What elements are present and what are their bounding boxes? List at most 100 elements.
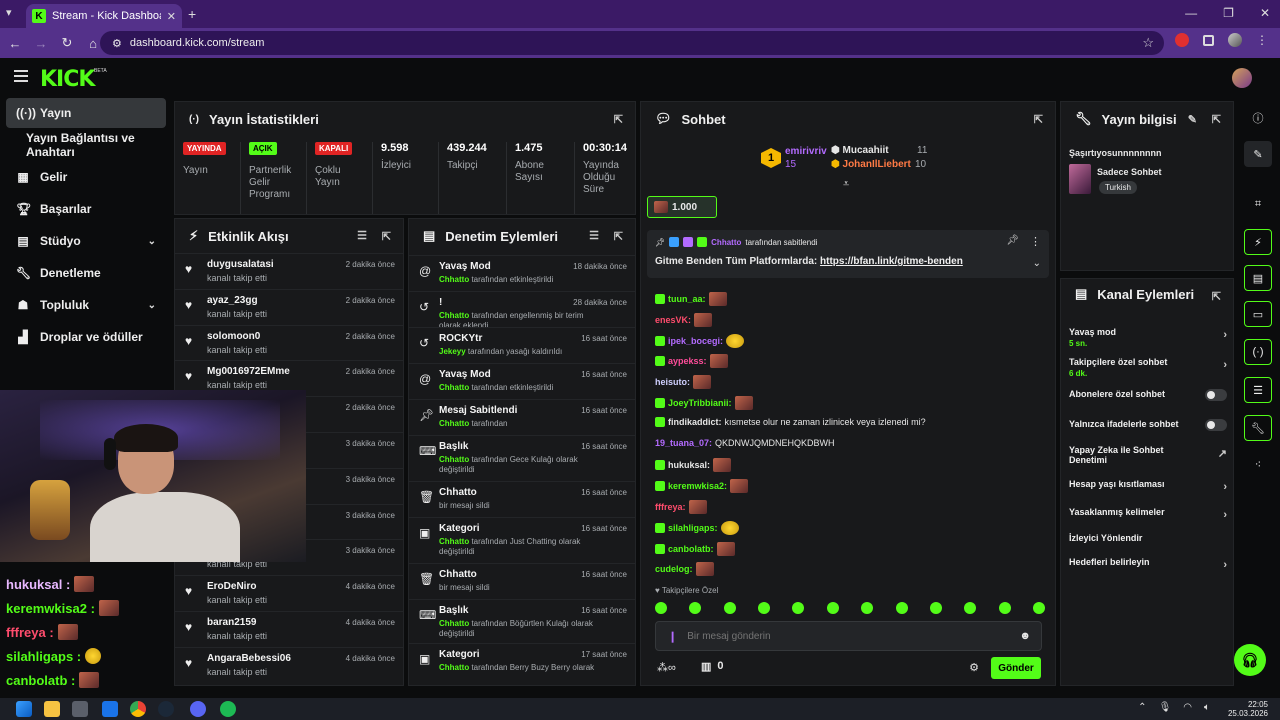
chat-message[interactable]: cudelog: — [655, 562, 714, 577]
chat-message[interactable]: tuun_aa: — [655, 292, 727, 306]
points-display[interactable]: ▥ 0 — [701, 660, 724, 673]
minimize-icon[interactable]: — — [1185, 6, 1198, 20]
chat-message[interactable]: enesVK: — [655, 312, 713, 327]
moderation-row[interactable]: ⌨ Başlık Chhatto tarafından Böğürtlen Kula… — [409, 599, 635, 645]
lightning-icon[interactable]: ⚡︎ — [1244, 229, 1272, 255]
activity-username[interactable]: duygusalatasi — [207, 259, 274, 270]
activity-row[interactable]: ♥ duygusalatasi kanalı takip etti 2 dakika … — [175, 253, 403, 289]
bookmark-star-icon[interactable]: ☆ — [1142, 35, 1154, 50]
chat-settings-icon[interactable]: ⚙ — [969, 662, 979, 674]
chat-username[interactable]: JoeyTribbianii: — [668, 398, 732, 408]
forward-icon[interactable]: → — [34, 35, 48, 51]
chat-message[interactable]: keremwkisa2: — [655, 479, 749, 494]
leader-first-name[interactable]: emirivriv — [785, 146, 827, 157]
quick-emote-icon[interactable] — [689, 602, 702, 614]
back-icon[interactable]: ← — [8, 35, 22, 51]
chat-message[interactable]: ipek_bocegi: — [655, 333, 745, 348]
site-info-icon[interactable]: ⚙ — [112, 37, 122, 50]
dots-icon[interactable]: ⁖ — [1254, 458, 1262, 471]
address-bar[interactable]: ⚙ dashboard.kick.com/stream ☆ — [100, 31, 1164, 55]
moderation-actor[interactable]: Chhatto — [439, 537, 470, 546]
channel-action-row[interactable]: Yalnızca ifadelerle sohbet — [1069, 419, 1227, 431]
taskbar-clock[interactable]: 22:05 25.03.2026 — [1228, 700, 1268, 718]
expand-pinned-icon[interactable]: ⌄ — [1032, 258, 1041, 269]
sidebar-item-topluluk[interactable]: ☗ Topluluk ⌄ — [6, 290, 166, 320]
filter-icon[interactable]: ☰ — [589, 230, 599, 242]
reload-icon[interactable]: ↻ — [61, 35, 73, 50]
emoji-icon[interactable]: ☻ — [1019, 630, 1031, 642]
sidebar-item-denetleme[interactable]: 🔧︎ Denetleme — [6, 258, 166, 288]
moderation-actor[interactable]: Jekeyy — [439, 347, 466, 356]
moderation-row[interactable]: 🗑︎ Chhatto bir mesajı sildi 16 saat önce — [409, 481, 635, 517]
leader-second[interactable]: ⬢ Mucaahiit — [831, 145, 889, 156]
kick-logo[interactable]: KICK — [40, 67, 95, 92]
moderation-actor[interactable]: Chhatto — [439, 311, 470, 320]
maximize-icon[interactable]: ❐ — [1223, 6, 1234, 20]
discord-icon[interactable] — [190, 701, 206, 717]
chat-username[interactable]: tuun_aa: — [668, 294, 706, 304]
chat-message[interactable]: findikaddict: kısmetse olur ne zaman izl… — [655, 416, 926, 427]
channel-action-row[interactable]: Yavaş mod 5 sn. › — [1069, 327, 1227, 348]
chat-username[interactable]: silahligaps: — [668, 522, 718, 533]
quick-emote-icon[interactable] — [929, 602, 942, 614]
extension-red-icon[interactable] — [1175, 33, 1189, 47]
file-explorer-icon[interactable] — [44, 701, 60, 717]
chrome-icon[interactable] — [130, 701, 146, 717]
channel-action-row[interactable]: Takipçilere özel sohbet 6 dk. › — [1069, 357, 1227, 378]
sidebar-item-gelir[interactable]: ▦ Gelir — [6, 162, 166, 192]
edit-icon[interactable]: ✎ — [1187, 114, 1197, 126]
chat-username[interactable]: heisuto: — [655, 377, 690, 388]
more-options-icon[interactable]: ⋮ — [1030, 236, 1041, 248]
close-tab-icon[interactable]: ✕ — [166, 10, 176, 23]
expand-leaderboard-icon[interactable]: ⩡ — [843, 178, 850, 190]
channel-action-row[interactable]: İzleyici Yönlendir — [1069, 533, 1227, 543]
new-tab-button[interactable]: + — [188, 6, 197, 22]
chevron-up-icon[interactable]: ⌃ — [1138, 702, 1147, 713]
popout-icon[interactable]: ⇱ — [381, 231, 391, 243]
chat-input[interactable] — [687, 630, 1010, 642]
chat-username[interactable]: canbolatb: — [668, 543, 714, 554]
quick-emote-icon[interactable] — [895, 602, 908, 614]
channel-action-row[interactable]: Abonelere özel sohbet — [1069, 389, 1227, 401]
sliders-icon[interactable]: ☰ — [1244, 377, 1272, 403]
sidebar-item-studyo[interactable]: ▤ Stüdyo ⌄ — [6, 226, 166, 256]
headset-support-icon[interactable]: 🎧︎ — [1234, 644, 1266, 676]
activity-username[interactable]: baran2159 — [207, 617, 257, 628]
unpin-icon[interactable]: 📌︎ — [1006, 235, 1019, 246]
quick-emote-icon[interactable] — [723, 602, 736, 614]
pinned-message[interactable]: 📌︎ Chhatto tarafından sabitlendi 📌︎ ⋮ Gi… — [647, 230, 1049, 278]
activity-row[interactable]: ♥ solomoon0 kanalı takip etti 2 dakika önce — [175, 324, 403, 361]
goal-pill[interactable]: 1.000 — [647, 196, 717, 218]
start-icon[interactable] — [16, 701, 32, 717]
chat-message[interactable]: silahligaps: — [655, 520, 739, 535]
moderation-row[interactable]: ▣ Kategori Chhatto tarafından Just Chattin… — [409, 517, 635, 563]
activity-row[interactable]: ♥ EroDeNiro kanalı takip etti 4 dakika önce — [175, 575, 403, 611]
popout-icon[interactable]: ⇱ — [1211, 114, 1221, 126]
popout-icon[interactable]: ⇱ — [613, 114, 623, 126]
moderation-row[interactable]: ↺ ROCKYtr Jekeyy tarafından yasağı kaldırı… — [409, 327, 635, 363]
moderation-actor[interactable]: Chhatto — [439, 619, 470, 628]
spotify-icon[interactable] — [220, 701, 236, 717]
quick-emote-icon[interactable] — [758, 602, 771, 614]
moderation-actor[interactable]: Chhatto — [439, 455, 470, 464]
filter-icon[interactable]: ☰ — [357, 230, 367, 242]
info-icon[interactable]: ⓘ — [1252, 113, 1264, 125]
chat-message[interactable]: JoeyTribbianii: — [655, 396, 753, 410]
chat-bubble-icon[interactable]: ▭ — [1244, 301, 1272, 327]
quick-emote-icon[interactable] — [861, 602, 874, 614]
channel-action-row[interactable]: Hesap yaşı kısıtlaması › — [1069, 479, 1227, 493]
activity-username[interactable]: AngaraBebessi06 — [207, 652, 291, 664]
moderation-row[interactable]: ▣ Kategori Chhatto tarafından Berry Buzy B… — [409, 643, 635, 683]
sidebar-item-droplar[interactable]: ▟ Droplar ve ödüller — [6, 322, 166, 352]
store-icon[interactable] — [72, 701, 88, 717]
pencil-icon[interactable]: ✎ — [1244, 141, 1272, 167]
browser-tab[interactable]: K Stream - Kick Dashboard ✕ — [26, 4, 182, 28]
extensions-puzzle-icon[interactable] — [1203, 34, 1214, 46]
microphone-icon[interactable]: ❙ — [668, 630, 678, 643]
chat-username[interactable]: 19_tuana_07: — [655, 437, 713, 448]
channel-action-row[interactable]: Hedefleri belirleyin › — [1069, 557, 1227, 571]
moderation-row[interactable]: @ Yavaş Mod Chhatto tarafından etkinleştir… — [409, 255, 635, 291]
activity-username[interactable]: EroDeNiro — [207, 581, 257, 593]
volume-icon[interactable]: 🔈︎ — [1204, 702, 1210, 713]
quick-emote-icon[interactable] — [655, 602, 667, 614]
